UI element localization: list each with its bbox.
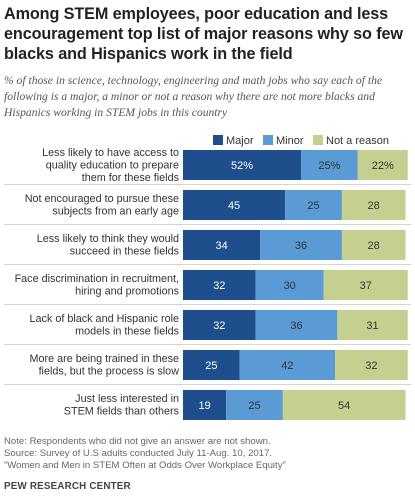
bar-segment-major	[183, 230, 261, 260]
bar-segment-not-a-reason	[341, 230, 406, 260]
category-label: Just less interested in STEM fields than …	[64, 393, 180, 418]
note-line: Note: Respondents who did not give an an…	[4, 436, 271, 447]
category-label: Less likely to have access to quality edu…	[42, 147, 179, 184]
bar-segment-major	[183, 350, 240, 380]
legend-label: Minor	[276, 135, 304, 147]
bar-segment-not-a-reason	[357, 150, 408, 180]
data-label: 25%	[318, 160, 340, 172]
data-label: 30	[284, 280, 296, 292]
chart-title: Among STEM employees, poor education and…	[4, 5, 403, 63]
bar-segment-not-a-reason	[282, 390, 406, 420]
chart-notes: Note: Respondents who did not give an an…	[4, 436, 409, 472]
data-label: 19	[198, 400, 210, 412]
data-label: 25	[307, 200, 319, 212]
bar-segment-major	[183, 390, 227, 420]
category-label: Lack of black and Hispanic role models in…	[30, 313, 180, 338]
bar-segment-minor	[255, 310, 338, 340]
category-label: More are being trained in these fields, b…	[30, 353, 180, 378]
data-label: 36	[295, 240, 307, 252]
data-label: 25	[205, 360, 217, 372]
legend-swatch	[213, 135, 223, 145]
data-label: 52%	[231, 160, 253, 172]
report-title-line: “Women and Men in STEM Often at Odds Ove…	[4, 460, 286, 471]
data-label: 28	[368, 200, 380, 212]
legend-swatch	[263, 135, 273, 145]
data-label: 32	[213, 320, 225, 332]
data-label: 42	[281, 360, 293, 372]
source-line: Source: Survey of U.S adults conducted J…	[4, 448, 273, 459]
data-label: 32	[365, 360, 377, 372]
bar-segment-minor	[285, 190, 342, 220]
bar-segment-not-a-reason	[341, 190, 406, 220]
category-label: Not encouraged to pursue these subjects f…	[25, 193, 179, 218]
category-label: Face discrimination in recruitment, hirin…	[15, 273, 180, 298]
bar-segment-major	[183, 190, 286, 220]
data-label: 28	[368, 240, 380, 252]
bar-segment-not-a-reason	[335, 350, 408, 380]
data-label: 54	[338, 400, 350, 412]
data-label: 34	[215, 240, 227, 252]
data-label: 22%	[372, 160, 394, 172]
data-label: 37	[360, 280, 372, 292]
data-label: 45	[228, 200, 240, 212]
data-label: 36	[290, 320, 302, 332]
legend-label: Not a reason	[326, 135, 389, 147]
bar-segment-minor	[255, 270, 324, 300]
bar-segment-minor	[226, 390, 283, 420]
chart-subtitle: % of those in science, technology, engin…	[4, 74, 383, 119]
legend-swatch	[313, 135, 323, 145]
bar-segment-not-a-reason	[323, 270, 408, 300]
bar-segment-minor	[301, 150, 358, 180]
bar-segment-major	[183, 310, 256, 340]
bar-segment-major	[183, 150, 302, 180]
legend-label: Major	[226, 135, 254, 147]
bar-segment-minor	[260, 230, 342, 260]
bar-segment-minor	[239, 350, 336, 380]
data-label: 32	[213, 280, 225, 292]
data-label: 31	[366, 320, 378, 332]
brand-logo-text: PEW RESEARCH CENTER	[4, 481, 131, 492]
bar-segment-major	[183, 270, 256, 300]
data-label: 25	[248, 400, 260, 412]
category-label: Less likely to think they would succeed i…	[37, 233, 180, 258]
bar-segment-not-a-reason	[337, 310, 408, 340]
